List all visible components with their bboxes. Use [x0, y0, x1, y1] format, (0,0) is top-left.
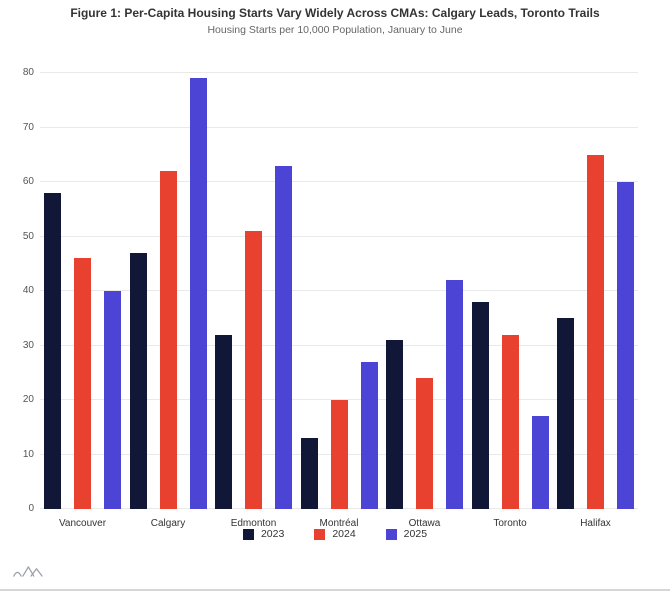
x-axis-label: Ottawa — [408, 518, 441, 529]
legend-label: 2025 — [403, 528, 428, 540]
x-axis-label: Calgary — [150, 518, 186, 529]
chart-subtitle: Housing Starts per 10,000 Population, Ja… — [207, 24, 463, 36]
bar-halifax-2023[interactable] — [557, 318, 574, 509]
legend: 2023 2024 2025 — [0, 528, 670, 540]
x-axis-label: Montréal — [319, 518, 359, 529]
plot-area: 0 10 20 30 40 50 60 70 80 Vancouver Calgary Edmonto… — [23, 68, 638, 529]
bar-groups: Vancouver Calgary Edmonton Montréal Ottawa To… — [40, 73, 638, 529]
bar-calgary-2023[interactable] — [129, 252, 147, 509]
chart-title: Figure 1: Per-Capita Housing Starts Vary… — [70, 6, 600, 20]
bar-group-halifax: Halifax — [557, 73, 634, 529]
bar-group-calgary: Calgary — [129, 73, 207, 529]
bar-group-ottawa: Ottawa — [386, 73, 463, 529]
y-tick-label: 0 — [28, 503, 34, 514]
legend-swatch — [314, 528, 326, 540]
bar-toronto-2024[interactable] — [501, 334, 519, 509]
bar-toronto-2023[interactable] — [471, 301, 489, 509]
bar-montréal-2023[interactable] — [300, 438, 318, 509]
bar-group-edmonton: Edmonton — [215, 73, 292, 529]
bar-vancouver-2024[interactable] — [74, 258, 91, 509]
legend-label: 2023 — [260, 528, 285, 540]
y-tick-label: 30 — [22, 339, 34, 351]
gridline — [40, 72, 638, 73]
bar-montréal-2024[interactable] — [330, 400, 348, 509]
bar-group-montréal: Montréal — [300, 73, 378, 529]
bar-edmonton-2023[interactable] — [215, 334, 232, 509]
x-axis-label: Vancouver — [58, 518, 107, 529]
bar-calgary-2024[interactable] — [159, 171, 177, 509]
y-tick-label: 20 — [22, 394, 34, 405]
legend-swatch — [242, 528, 254, 540]
gridline — [40, 344, 638, 346]
bar-montréal-2025[interactable] — [360, 361, 378, 509]
gridline — [40, 126, 638, 128]
y-tick-label: 40 — [22, 285, 34, 296]
bottom-divider — [0, 589, 670, 591]
legend-swatch — [385, 528, 397, 540]
bar-halifax-2025[interactable] — [617, 182, 634, 509]
legend-item-2024[interactable]: 2024 — [314, 528, 356, 540]
bar-group-vancouver: Vancouver — [44, 73, 121, 529]
bar-calgary-2025[interactable] — [189, 78, 207, 509]
bar-ottawa-2025[interactable] — [446, 280, 463, 509]
gridline — [40, 399, 638, 400]
legend-label: 2024 — [332, 528, 356, 540]
bar-edmonton-2025[interactable] — [275, 165, 292, 509]
bar-ottawa-2024[interactable] — [416, 378, 433, 509]
bar-vancouver-2023[interactable] — [44, 192, 61, 509]
bar-halifax-2024[interactable] — [587, 154, 604, 509]
legend-item-2025[interactable]: 2025 — [385, 528, 428, 540]
x-axis-label: Edmonton — [230, 518, 277, 529]
gridline — [40, 235, 638, 237]
gridline — [40, 181, 638, 182]
bar-group-toronto: Toronto — [471, 73, 549, 529]
x-axis-label: Halifax — [580, 518, 611, 529]
y-tick-label: 60 — [22, 176, 34, 187]
gridline — [40, 290, 638, 291]
y-tick-label: 70 — [22, 121, 34, 133]
bar-vancouver-2025[interactable] — [104, 291, 121, 509]
y-tick-label: 50 — [22, 230, 34, 242]
mountain-chart-logo-icon — [12, 564, 52, 584]
legend-item-2023[interactable]: 2023 — [242, 528, 285, 540]
y-tick-label: 10 — [22, 448, 34, 460]
bar-ottawa-2023[interactable] — [386, 340, 403, 509]
x-axis-label: Toronto — [493, 518, 527, 529]
y-tick-label: 80 — [22, 67, 34, 78]
bar-edmonton-2024[interactable] — [245, 231, 262, 509]
bar-toronto-2025[interactable] — [531, 416, 549, 509]
